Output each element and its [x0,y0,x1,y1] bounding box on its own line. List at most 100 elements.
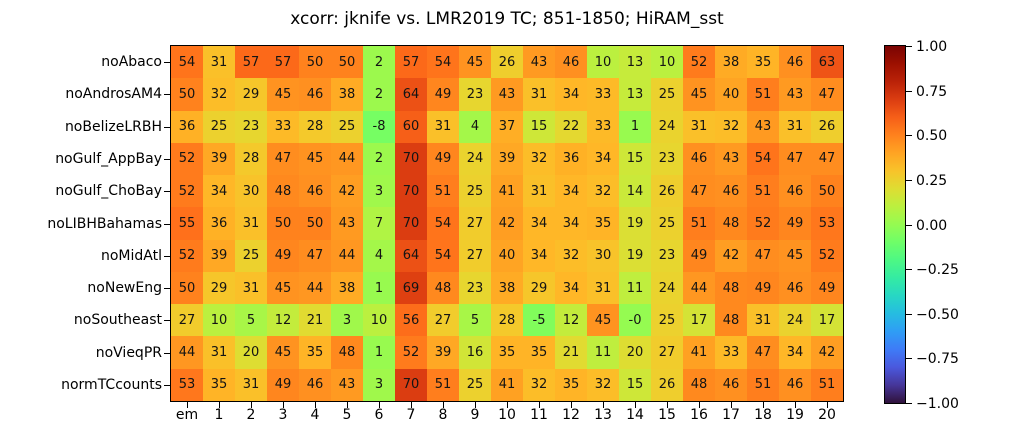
y-axis-labels: noAbaco noAndrosAM4 noBelizeLRBH noGulf_App… [0,45,162,402]
heatmap-cell: 46 [715,368,747,401]
colorbar-tick-label: −0.75 [916,351,959,368]
heatmap-cell: 47 [299,239,331,272]
heatmap-cell: 40 [491,239,523,272]
heatmap-cell: 35 [747,46,779,79]
x-tick-label: 10 [498,407,516,423]
heatmap-cell: 49 [811,271,843,305]
heatmap-cell: 28 [491,304,523,337]
heatmap-cell: 23 [459,271,491,305]
x-tick-label: 3 [278,407,288,423]
x-tick-mark [795,402,796,408]
heatmap-cell: 51 [427,368,459,401]
heatmap-cell: 15 [619,368,651,401]
heatmap-cell: 35 [523,336,555,369]
heatmap-cell: 36 [555,142,587,176]
heatmap-cell: -5 [523,304,555,337]
colorbar-tick-label: −0.50 [916,306,959,323]
heatmap-cell: 13 [619,46,651,79]
heatmap-cell: 70 [395,175,427,208]
heatmap-cell: 4 [459,110,491,143]
y-tick-label: noAbaco [101,54,162,71]
x-tick-label: 9 [470,407,480,423]
heatmap-cell: 14 [619,175,651,208]
x-tick-mark [699,402,700,408]
colorbar-tick-label: −0.25 [916,262,959,279]
heatmap-cell: 38 [331,271,363,305]
heatmap-cell: 45 [779,239,811,272]
heatmap-cell: 46 [715,175,747,208]
x-tick-mark [571,402,572,408]
heatmap-cell: 25 [459,368,491,401]
heatmap-cell: 33 [715,336,747,369]
y-tick-mark [164,94,170,96]
heatmap-cell: 13 [619,78,651,111]
heatmap-cell: 45 [683,78,715,111]
x-tick-mark [763,402,764,408]
y-tick-mark [164,255,170,257]
heatmap-cell: 53 [811,207,843,240]
heatmap-cell: 45 [587,304,619,337]
heatmap-cell: 31 [523,175,555,208]
heatmap-cell: 26 [651,175,683,208]
heatmap-cell: 1 [363,336,395,369]
heatmap-cell: 32 [587,175,619,208]
heatmap-cell: 70 [395,207,427,240]
heatmap-cell: 64 [395,239,427,272]
heatmap-cell: 47 [811,142,843,176]
heatmap-cell: 35 [555,368,587,401]
heatmap-cell: 16 [459,336,491,369]
heatmap-cell: 10 [587,46,619,79]
heatmap-cell: 31 [587,271,619,305]
heatmap-cell: 21 [555,336,587,369]
heatmap-cell: 28 [235,142,267,176]
heatmap-cell: 30 [587,239,619,272]
heatmap-cell: 31 [427,110,459,143]
heatmap-cell: 44 [331,239,363,272]
x-tick-label: 1 [214,407,224,423]
heatmap-cell: 43 [779,78,811,111]
x-tick-label: 19 [786,407,804,423]
heatmap-cell: 34 [555,271,587,305]
colorbar-tick-mark [906,135,912,137]
heatmap-cell: -8 [363,110,395,143]
heatmap-cell: 25 [235,239,267,272]
heatmap-cell: 48 [715,207,747,240]
heatmap-cell: 25 [459,175,491,208]
y-tick-label: noSoutheast [73,312,162,329]
heatmap-cell: 54 [427,239,459,272]
x-tick-mark [507,402,508,408]
heatmap-cell: 48 [715,271,747,305]
heatmap-cell: 49 [427,142,459,176]
heatmap-cell: 34 [587,142,619,176]
heatmap-cell: 3 [331,304,363,337]
heatmap-cell: 26 [811,110,843,143]
heatmap-cell: 33 [587,78,619,111]
x-tick-mark [411,402,412,408]
y-tick-label: noAndrosAM4 [65,86,162,103]
heatmap-cell: 34 [555,175,587,208]
heatmap-cell: 32 [715,110,747,143]
heatmap-cell: 43 [331,368,363,401]
x-tick-label: 17 [722,407,740,423]
heatmap-cell: 31 [683,110,715,143]
heatmap-cell: 24 [459,142,491,176]
heatmap-cell: 11 [619,271,651,305]
heatmap-cell: 36 [203,207,235,240]
heatmap-cell: 12 [555,304,587,337]
heatmap-cell: 44 [299,271,331,305]
heatmap-cell: 45 [267,271,299,305]
heatmap-cell: 19 [619,207,651,240]
heatmap-cell: 34 [779,336,811,369]
heatmap-cell: 46 [299,368,331,401]
y-tick-mark [164,191,170,193]
x-tick-mark [347,402,348,408]
heatmap-cell: 52 [395,336,427,369]
colorbar-tick-label: 0.00 [916,217,948,234]
x-tick-mark [283,402,284,408]
heatmap-cell: 47 [779,142,811,176]
x-tick-mark [731,402,732,408]
colorbar-tick-mark [906,179,912,181]
heatmap-cell: 12 [267,304,299,337]
heatmap-cell: 46 [779,175,811,208]
colorbar-tick-mark [906,403,912,404]
